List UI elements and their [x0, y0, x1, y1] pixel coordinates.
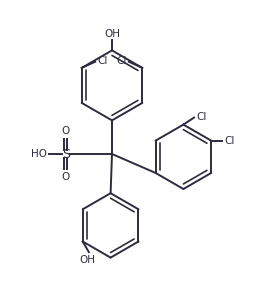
Text: OH: OH [104, 29, 120, 38]
Text: Cl: Cl [97, 56, 108, 66]
Text: O: O [62, 172, 70, 182]
Text: Cl: Cl [116, 56, 127, 66]
Text: O: O [62, 126, 70, 136]
Text: S: S [62, 148, 70, 160]
Text: OH: OH [80, 255, 96, 265]
Text: Cl: Cl [196, 112, 207, 122]
Text: HO: HO [31, 149, 47, 159]
Text: Cl: Cl [224, 136, 235, 146]
